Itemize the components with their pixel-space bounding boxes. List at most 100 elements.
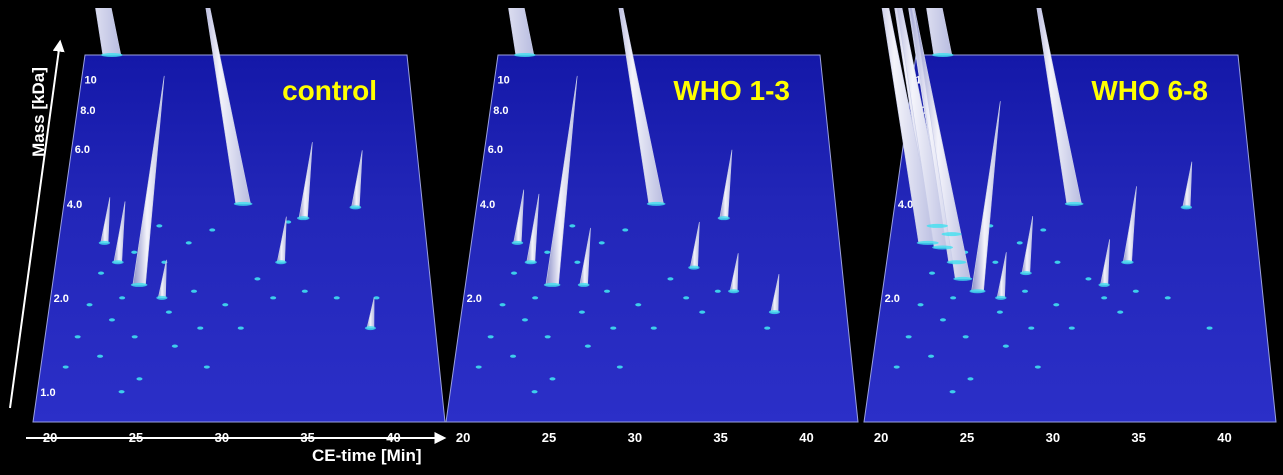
spot-mark bbox=[475, 365, 482, 369]
panels: 1.0 2.0 4.0 6.0 8.0 10 20 25 30 35 40 control 2.0 4.0… bbox=[32, 8, 1277, 445]
spot-mark bbox=[62, 365, 69, 369]
spot-mark bbox=[131, 250, 138, 254]
spot-mark bbox=[950, 296, 957, 300]
spot-mark bbox=[622, 228, 629, 232]
spot-mark bbox=[185, 241, 192, 245]
spot-mark bbox=[1085, 277, 1092, 281]
y-tick-label: 8.0 bbox=[80, 105, 95, 117]
spot-mark bbox=[531, 390, 538, 394]
spot-mark bbox=[108, 318, 115, 322]
spot-mark bbox=[1068, 326, 1075, 330]
chart-plane bbox=[445, 54, 859, 423]
peak-base-mark bbox=[297, 216, 310, 221]
y-tick-label: 4.0 bbox=[898, 199, 913, 211]
spot-mark bbox=[616, 365, 623, 369]
spot-mark bbox=[97, 354, 104, 358]
spot-mark bbox=[1040, 228, 1047, 232]
spot-mark bbox=[1053, 303, 1060, 307]
peak-base-mark bbox=[1064, 201, 1084, 206]
spot-mark bbox=[929, 271, 936, 275]
spot-mark bbox=[1054, 260, 1061, 264]
peak-base-mark bbox=[98, 240, 111, 245]
peak-base-mark bbox=[768, 310, 781, 315]
peak-base-mark bbox=[111, 260, 124, 265]
spot-mark bbox=[893, 365, 900, 369]
spot-mark bbox=[373, 296, 380, 300]
spot-mark bbox=[532, 296, 539, 300]
spot-mark bbox=[962, 335, 969, 339]
spot-mark bbox=[917, 303, 924, 307]
spot-mark bbox=[1016, 241, 1023, 245]
y-tick-label: 2.0 bbox=[54, 293, 69, 305]
chart-plane bbox=[863, 54, 1277, 423]
peak-base-mark bbox=[969, 289, 986, 294]
peak-base-mark bbox=[1180, 205, 1193, 210]
spot-mark bbox=[604, 289, 611, 293]
peak-group bbox=[881, 8, 1193, 299]
spot-mark bbox=[254, 277, 261, 281]
y-tick-label: 2.0 bbox=[885, 293, 900, 305]
chart-panel-2: 2.0 4.0 6.0 8.0 10 20 25 30 35 40 WHO 1-3 bbox=[445, 8, 859, 445]
peak-base-mark bbox=[349, 205, 362, 210]
spot-mark bbox=[333, 296, 340, 300]
spot-mark bbox=[569, 224, 576, 228]
y-tick-label: 4.0 bbox=[480, 199, 495, 211]
spot-mark bbox=[598, 241, 605, 245]
x-tick-label: 25 bbox=[960, 430, 974, 445]
peak-base-mark bbox=[926, 223, 948, 228]
y-tick-label: 4.0 bbox=[67, 199, 82, 211]
spot-mark bbox=[86, 303, 93, 307]
spot-mark bbox=[1028, 326, 1035, 330]
spot-mark bbox=[1002, 344, 1009, 348]
spot-mark bbox=[714, 289, 721, 293]
y-tick-label: 1.0 bbox=[40, 387, 55, 399]
peak-base-mark bbox=[931, 53, 954, 57]
spot-mark bbox=[197, 326, 204, 330]
peak-base-mark bbox=[717, 216, 730, 221]
x-axis-label: CE-time [Min] bbox=[312, 446, 422, 465]
spot-mark bbox=[928, 354, 935, 358]
peak-base-mark bbox=[953, 276, 973, 281]
peak-base-mark bbox=[1020, 271, 1032, 276]
peak-base-mark bbox=[646, 201, 666, 206]
panel-title: WHO 1-3 bbox=[673, 75, 790, 106]
x-tick-label: 35 bbox=[713, 430, 727, 445]
spot-mark bbox=[165, 310, 172, 314]
spot-mark bbox=[237, 326, 244, 330]
spot-mark bbox=[119, 296, 126, 300]
peak-base-mark bbox=[728, 289, 740, 294]
y-tick-label: 2.0 bbox=[467, 293, 482, 305]
peak-base-mark bbox=[100, 53, 123, 57]
spot-mark bbox=[301, 289, 308, 293]
peak-base-mark bbox=[543, 282, 561, 287]
y-axis-arrow bbox=[9, 39, 65, 409]
spot-mark bbox=[156, 224, 163, 228]
y-tick-label: 8.0 bbox=[493, 105, 508, 117]
spot-mark bbox=[650, 326, 657, 330]
spot-mark bbox=[209, 228, 216, 232]
spot-mark bbox=[635, 303, 642, 307]
spot-mark bbox=[1101, 296, 1108, 300]
chart-plane bbox=[32, 54, 446, 423]
spot-mark bbox=[510, 354, 517, 358]
spot-mark bbox=[131, 335, 138, 339]
y-axis-label: Mass [kDa] bbox=[28, 67, 48, 157]
spot-mark bbox=[136, 377, 143, 381]
y-tick-label: 6.0 bbox=[488, 144, 503, 156]
spot-mark bbox=[574, 260, 581, 264]
spot-mark bbox=[667, 277, 674, 281]
peak-base-mark bbox=[941, 232, 962, 237]
peak-base-mark bbox=[577, 282, 590, 287]
peak-base-mark bbox=[275, 260, 287, 265]
spot-mark bbox=[98, 271, 105, 275]
spot-mark bbox=[996, 310, 1003, 314]
x-tick-label: 40 bbox=[799, 430, 813, 445]
peak-base-mark bbox=[1121, 260, 1134, 265]
y-tick-label: 10 bbox=[84, 75, 96, 87]
x-tick-label: 20 bbox=[874, 430, 888, 445]
peak-base-mark bbox=[513, 53, 536, 57]
spot-mark bbox=[203, 365, 210, 369]
peak-base-mark bbox=[524, 260, 537, 265]
peak-base-mark bbox=[1098, 282, 1110, 287]
